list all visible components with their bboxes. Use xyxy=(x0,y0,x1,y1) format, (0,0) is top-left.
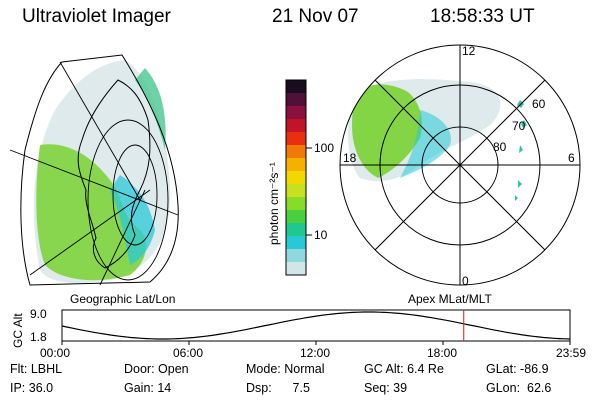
coastline xyxy=(77,79,151,269)
mlt-line-diagonal xyxy=(374,79,546,251)
auroral-cyan-polar xyxy=(400,110,451,178)
colorbar-swatch xyxy=(286,184,306,198)
info-dsp: Dsp: 7.5 xyxy=(246,381,310,395)
altitude-curve xyxy=(61,311,571,340)
graticule-meridian xyxy=(29,189,151,276)
altitude-strip: GC Alt 9.0 1.8 00:00 06:00 12:00 18:00 23:59 xyxy=(11,307,586,360)
colorbar-swatch xyxy=(286,262,306,276)
colorbar-swatch xyxy=(286,145,306,159)
x-tick-label: 00:00 xyxy=(40,346,70,360)
instrument-title: Ultraviolet Imager xyxy=(22,6,171,27)
info-mode: Mode: Normal xyxy=(246,362,325,376)
altitude-plot-frame xyxy=(61,309,571,342)
graticule-meridian xyxy=(9,149,179,216)
auroral-edge-geo xyxy=(135,68,166,150)
mlt-label-6: 6 xyxy=(568,151,575,165)
mlt-label-0: 0 xyxy=(462,274,469,288)
colorbar-swatch xyxy=(286,119,306,133)
info-glat: GLat: -86.9 xyxy=(486,362,549,376)
colorbar-tick-label: 100 xyxy=(314,141,334,155)
info-ip: IP: 36.0 xyxy=(10,381,54,395)
colorbar-swatch xyxy=(286,80,306,94)
info-seq: Seq: 39 xyxy=(364,381,408,395)
altitude-axis-label: GC Alt xyxy=(11,313,25,348)
date-label: 21 Nov 07 xyxy=(272,6,359,27)
mlat-label-80: 80 xyxy=(493,140,507,154)
colorbar-unit-label: photon cm⁻²s⁻¹ xyxy=(267,162,281,245)
colorbar-swatch xyxy=(286,132,306,146)
colorbar-tick-label: 10 xyxy=(314,228,328,242)
colorbar-swatch xyxy=(286,158,306,172)
geographic-map xyxy=(9,54,179,286)
x-tick-label: 06:00 xyxy=(173,346,203,360)
info-door: Door: Open xyxy=(124,362,189,376)
colorbar-frame xyxy=(285,79,307,276)
colorbar-swatch xyxy=(286,249,306,263)
x-tick-label: 18:00 xyxy=(427,346,457,360)
x-tick-label: 23:59 xyxy=(556,346,586,360)
colorbar-swatch xyxy=(286,106,306,120)
altitude-x-ticks: 00:00 06:00 12:00 18:00 23:59 xyxy=(40,341,586,360)
info-flt: Flt: LBHL xyxy=(10,362,63,376)
mlt-label-12: 12 xyxy=(462,44,476,58)
colorbar-swatch xyxy=(286,197,306,211)
info-glon: GLon: 62.6 xyxy=(486,381,552,395)
colorbar-swatch xyxy=(286,210,306,224)
info-gc-alt: GC Alt: 6.4 Re xyxy=(364,362,444,376)
projection-outline xyxy=(20,54,179,286)
altitude-top-label: 9.0 xyxy=(30,307,47,321)
colorbar-swatch xyxy=(286,236,306,250)
auroral-cyan-geo xyxy=(110,175,155,265)
graticule-meridian xyxy=(59,61,141,201)
graticule-meridian xyxy=(99,189,146,286)
auroral-dusk-spots xyxy=(515,100,527,201)
colorbar-swatch xyxy=(286,93,306,107)
x-tick-label: 12:00 xyxy=(300,346,330,360)
mlat-label-70: 70 xyxy=(512,119,526,133)
colorbar-swatch xyxy=(286,171,306,185)
info-gain: Gain: 14 xyxy=(124,381,172,395)
colorbar xyxy=(286,80,306,276)
altitude-bottom-label: 1.8 xyxy=(30,330,47,344)
time-label: 18:58:33 UT xyxy=(430,6,535,27)
mlat-label-60: 60 xyxy=(532,97,546,111)
polar-map: 12 18 6 0 60 70 80 xyxy=(339,44,581,288)
right-map-caption: Apex MLat/MLT xyxy=(408,292,492,306)
mlt-label-18: 18 xyxy=(343,151,357,165)
graticule-lat-inner xyxy=(112,144,158,246)
graticule-lat-outer xyxy=(87,119,169,281)
colorbar-swatch xyxy=(286,223,306,237)
left-map-caption: Geographic Lat/Lon xyxy=(70,292,175,306)
